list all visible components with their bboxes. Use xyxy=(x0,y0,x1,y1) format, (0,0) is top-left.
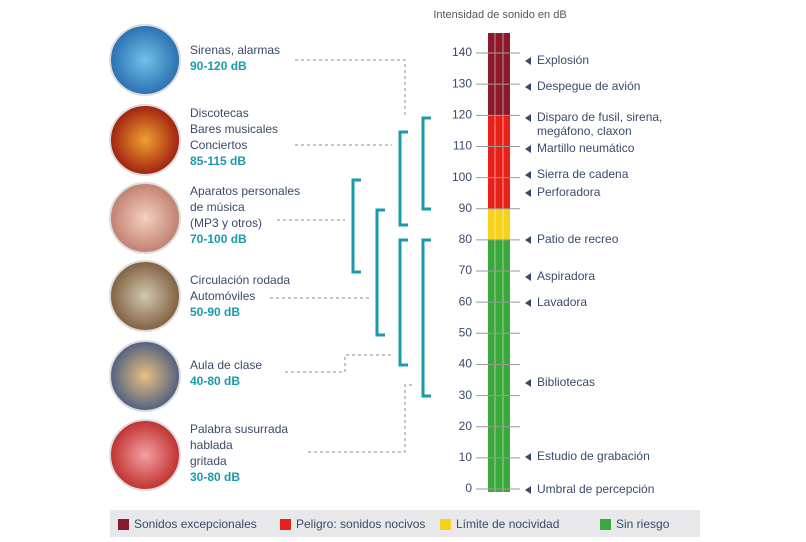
pointer xyxy=(525,57,531,65)
source-image xyxy=(109,340,181,412)
pointer xyxy=(525,189,531,197)
source-label: de música xyxy=(190,200,245,214)
tick-label: 110 xyxy=(453,139,472,153)
pointer xyxy=(525,299,531,307)
tick-label: 100 xyxy=(452,170,472,184)
legend-swatch xyxy=(600,519,611,530)
tick-label: 20 xyxy=(459,419,473,433)
source-image xyxy=(109,24,181,96)
pointer xyxy=(525,145,531,153)
tick-label: 0 xyxy=(465,481,472,495)
legend-swatch xyxy=(118,519,129,530)
source-range: 40-80 dB xyxy=(190,374,240,388)
source-label: Discotecas xyxy=(190,106,249,120)
source-label: Aparatos personales xyxy=(190,184,300,198)
source-range: 85-115 dB xyxy=(190,154,246,168)
example-label: Estudio de grabación xyxy=(537,449,650,463)
pointer xyxy=(525,379,531,387)
pointer xyxy=(525,453,531,461)
tick-label: 140 xyxy=(452,45,472,59)
tick-label: 90 xyxy=(459,201,473,215)
source-label: Palabra susurrada xyxy=(190,422,288,436)
example-label: Aspiradora xyxy=(537,269,595,283)
tick-label: 80 xyxy=(459,232,473,246)
example-label: Disparo de fusil, sirena, xyxy=(537,110,662,124)
legend-label: Peligro: sonidos nocivos xyxy=(296,517,425,531)
legend-swatch xyxy=(440,519,451,530)
source-image xyxy=(109,182,181,254)
bracket xyxy=(351,178,361,274)
source-range: 50-90 dB xyxy=(190,305,240,319)
example-label: Despegue de avión xyxy=(537,79,640,93)
source-label: hablada xyxy=(190,438,233,452)
source-range: 30-80 dB xyxy=(190,470,240,484)
example-label: Umbral de percepción xyxy=(537,482,654,496)
bracket xyxy=(375,208,385,337)
source-label: (MP3 y otros) xyxy=(190,216,262,230)
zone-safe xyxy=(488,240,510,492)
zone-limit xyxy=(488,209,510,240)
example-label: Martillo neumático xyxy=(537,141,635,155)
source-range: 70-100 dB xyxy=(190,232,247,246)
source-label: Circulación rodada xyxy=(190,273,290,287)
source-label: Sirenas, alarmas xyxy=(190,43,280,57)
tick-label: 130 xyxy=(452,76,472,90)
source-label: Bares musicales xyxy=(190,122,278,136)
pointer xyxy=(525,486,531,494)
source-range: 90-120 dB xyxy=(190,59,247,73)
tick-label: 40 xyxy=(459,357,473,371)
legend-label: Sonidos excepcionales xyxy=(134,517,257,531)
source-label: Aula de clase xyxy=(190,358,262,372)
pointer xyxy=(525,114,531,122)
example-label: Explosión xyxy=(537,53,589,67)
pointer xyxy=(525,171,531,179)
tick-label: 60 xyxy=(459,294,473,308)
source-label: Automóviles xyxy=(190,289,255,303)
example-label: Patio de recreo xyxy=(537,232,619,246)
zone-danger xyxy=(488,115,510,209)
source-image xyxy=(109,260,181,332)
legend-swatch xyxy=(280,519,291,530)
connector xyxy=(285,354,392,373)
bracket xyxy=(398,238,408,367)
source-label: gritada xyxy=(190,454,227,468)
tick-label: 50 xyxy=(459,325,473,339)
connector xyxy=(295,59,406,118)
tick-label: 30 xyxy=(459,388,473,402)
tick-label: 10 xyxy=(459,450,473,464)
example-label: Perforadora xyxy=(537,185,601,199)
axis-title: Intensidad de sonido en dB xyxy=(433,9,566,21)
source-image xyxy=(109,419,181,491)
bracket xyxy=(421,238,431,398)
legend-label: Límite de nocividad xyxy=(456,517,559,531)
pointer xyxy=(525,236,531,244)
tick-label: 120 xyxy=(452,107,472,121)
tick-label: 70 xyxy=(459,263,473,277)
source-image xyxy=(109,104,181,176)
example-label: Sierra de cadena xyxy=(537,167,629,181)
zone-exceptional xyxy=(488,33,510,115)
example-label: Bibliotecas xyxy=(537,375,595,389)
connector xyxy=(308,384,415,453)
bracket xyxy=(421,116,431,211)
example-label: megáfono, claxon xyxy=(537,124,632,138)
pointer xyxy=(525,83,531,91)
pointer xyxy=(525,273,531,281)
bracket xyxy=(398,130,408,227)
example-label: Lavadora xyxy=(537,295,587,309)
legend-label: Sin riesgo xyxy=(616,517,670,531)
source-label: Conciertos xyxy=(190,138,247,152)
